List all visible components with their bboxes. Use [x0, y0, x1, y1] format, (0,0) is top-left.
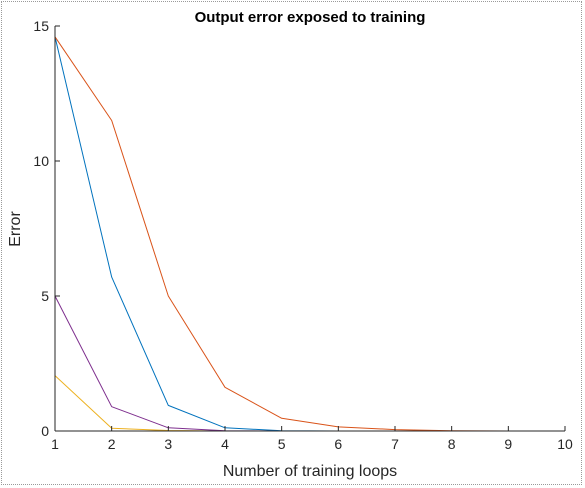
- x-tick-label: 6: [334, 436, 342, 452]
- axes-layer: [54, 26, 565, 432]
- x-tick-label: 9: [504, 436, 512, 452]
- x-tick-label: 4: [221, 436, 229, 452]
- x-tick-label: 2: [108, 436, 116, 452]
- series-line-2: [54, 36, 565, 432]
- x-tick-label: 7: [391, 436, 399, 452]
- x-tick-label: 3: [164, 436, 172, 452]
- x-axis-label: Number of training loops: [223, 463, 397, 480]
- y-tick-label: 5: [41, 288, 49, 304]
- y-tick-label: 15: [33, 18, 49, 34]
- series-line-1: [54, 36, 565, 432]
- x-tick-label: 1: [51, 436, 59, 452]
- series-layer: [54, 36, 565, 432]
- x-tick-label: 8: [448, 436, 456, 452]
- x-tick-label: 10: [557, 436, 573, 452]
- x-tick-label: 5: [278, 436, 286, 452]
- series-line-4: [54, 295, 565, 432]
- y-tick-layer: 0 5 10 15: [33, 18, 60, 439]
- chart-title: Output error exposed to training: [195, 9, 426, 26]
- y-axis-label: Error: [7, 211, 24, 247]
- y-tick-label: 0: [41, 423, 49, 439]
- y-tick-label: 10: [33, 153, 49, 169]
- x-tick-layer: 1 2 3 4 5 6 7 8 9 10: [51, 426, 573, 452]
